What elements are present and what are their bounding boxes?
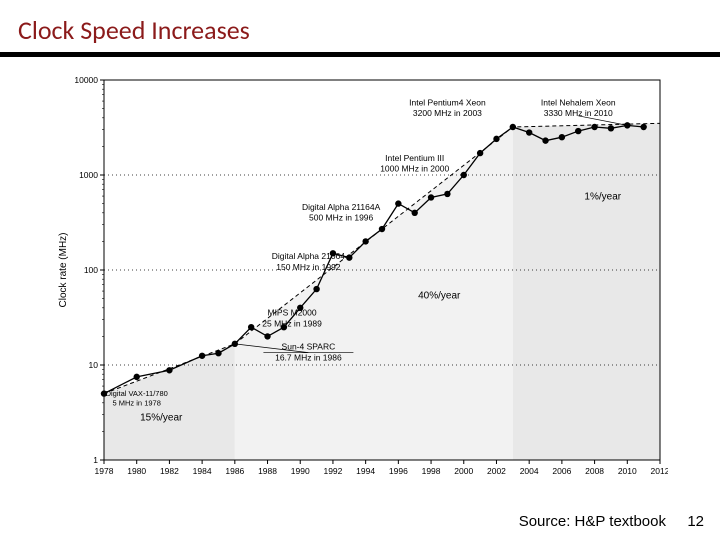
svg-text:Digital VAX-11/780: Digital VAX-11/780 [106, 389, 168, 398]
source-label: Source: H&P textbook [519, 513, 666, 530]
clock-speed-chart: 1 10 100 1000 10000 1978 1980 1982 1984 1986 1988 1… [48, 70, 668, 490]
svg-text:2002: 2002 [487, 466, 506, 476]
svg-text:1%/year: 1%/year [584, 192, 621, 203]
svg-text:1992: 1992 [323, 466, 342, 476]
svg-text:Intel Pentium4 Xeon: Intel Pentium4 Xeon [409, 97, 486, 107]
page-number: 12 [687, 513, 704, 530]
svg-text:10000: 10000 [74, 75, 98, 85]
svg-text:1980: 1980 [127, 466, 146, 476]
svg-text:Clock rate (MHz): Clock rate (MHz) [58, 232, 69, 307]
svg-text:2006: 2006 [552, 466, 571, 476]
svg-text:MIPS M2000: MIPS M2000 [267, 308, 316, 318]
svg-text:1996: 1996 [389, 466, 408, 476]
svg-text:10: 10 [89, 360, 99, 370]
svg-text:1000 MHz in 2000: 1000 MHz in 2000 [380, 164, 449, 174]
svg-text:Intel Nehalem Xeon: Intel Nehalem Xeon [541, 97, 616, 107]
svg-text:5 MHz in 1978: 5 MHz in 1978 [113, 399, 161, 408]
page-title: Clock Speed Increases [18, 14, 250, 46]
title-rule [0, 52, 720, 57]
svg-text:2000: 2000 [454, 466, 473, 476]
svg-text:2010: 2010 [618, 466, 637, 476]
svg-text:1000: 1000 [79, 170, 98, 180]
svg-text:150 MHz in 1992: 150 MHz in 1992 [276, 262, 341, 272]
svg-text:3200 MHz in 2003: 3200 MHz in 2003 [413, 108, 482, 118]
svg-text:1978: 1978 [95, 466, 114, 476]
svg-text:1998: 1998 [422, 466, 441, 476]
svg-text:1: 1 [93, 455, 98, 465]
svg-text:25 MHz in 1989: 25 MHz in 1989 [262, 318, 322, 328]
svg-text:1988: 1988 [258, 466, 277, 476]
svg-text:1982: 1982 [160, 466, 179, 476]
svg-text:15%/year: 15%/year [140, 413, 183, 424]
slide: Clock Speed Increases 1 10 100 1000 10000 197… [0, 0, 720, 540]
svg-text:Intel Pentium III: Intel Pentium III [385, 153, 444, 163]
svg-text:Digital Alpha 21064: Digital Alpha 21064 [272, 251, 346, 261]
svg-text:2012: 2012 [651, 466, 668, 476]
svg-text:1986: 1986 [225, 466, 244, 476]
svg-text:2004: 2004 [520, 466, 539, 476]
svg-text:3330 MHz in 2010: 3330 MHz in 2010 [544, 108, 613, 118]
svg-text:1990: 1990 [291, 466, 310, 476]
svg-text:500 MHz in 1996: 500 MHz in 1996 [309, 212, 374, 222]
svg-text:1984: 1984 [193, 466, 212, 476]
svg-text:16.7 MHz in 1986: 16.7 MHz in 1986 [275, 352, 342, 362]
svg-text:100: 100 [84, 265, 98, 275]
svg-text:2008: 2008 [585, 466, 604, 476]
svg-text:40%/year: 40%/year [418, 291, 461, 302]
svg-text:1994: 1994 [356, 466, 375, 476]
svg-text:Digital Alpha 21164A: Digital Alpha 21164A [302, 202, 381, 212]
svg-text:Sun-4 SPARC: Sun-4 SPARC [282, 342, 336, 352]
